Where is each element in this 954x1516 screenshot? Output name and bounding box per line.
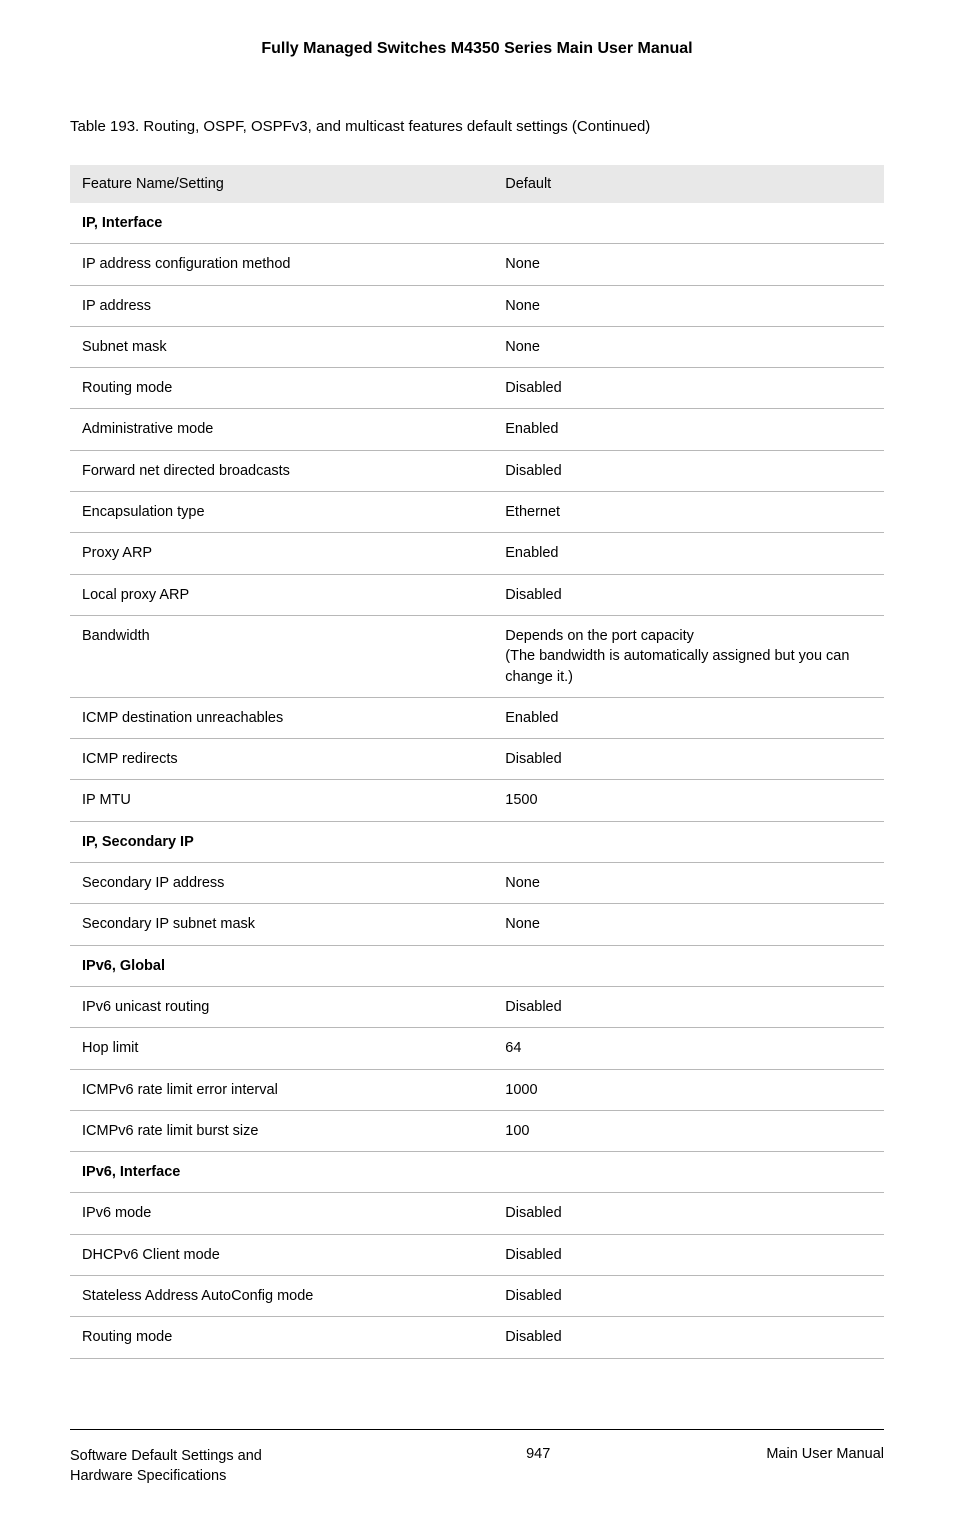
default-cell: 1000 [493,1069,884,1110]
table-row: Administrative modeEnabled [70,409,884,450]
default-cell: None [493,285,884,326]
table-row: IPv6 unicast routingDisabled [70,986,884,1027]
table-row: IP, Interface [70,203,884,244]
table-row: Stateless Address AutoConfig modeDisable… [70,1276,884,1317]
default-cell: 64 [493,1028,884,1069]
default-cell: Depends on the port capacity (The bandwi… [493,615,884,697]
table-row: IP MTU1500 [70,780,884,821]
default-cell: 1500 [493,780,884,821]
table-row: Encapsulation typeEthernet [70,492,884,533]
default-cell: Enabled [493,697,884,738]
table-row: ICMP destination unreachablesEnabled [70,697,884,738]
table-row: ICMP redirectsDisabled [70,739,884,780]
footer-page-number: 947 [526,1446,550,1462]
feature-cell: IP address [70,285,493,326]
feature-cell: Routing mode [70,368,493,409]
feature-cell: Routing mode [70,1317,493,1358]
table-header-row: Feature Name/Setting Default [70,165,884,203]
feature-cell: ICMPv6 rate limit burst size [70,1110,493,1151]
table-row: IPv6, Global [70,945,884,986]
default-cell: None [493,863,884,904]
feature-cell: Local proxy ARP [70,574,493,615]
footer-section-title: Software Default Settings and Hardware S… [70,1446,310,1487]
section-label: IP, Secondary IP [70,821,884,862]
table-row: Hop limit64 [70,1028,884,1069]
default-cell: Disabled [493,986,884,1027]
table-header-default: Default [493,165,884,203]
footer: Software Default Settings and Hardware S… [70,1446,884,1487]
feature-cell: Encapsulation type [70,492,493,533]
feature-cell: Secondary IP subnet mask [70,904,493,945]
default-cell: Disabled [493,450,884,491]
default-cell: Disabled [493,1234,884,1275]
default-cell: Disabled [493,574,884,615]
table-row: ICMPv6 rate limit burst size100 [70,1110,884,1151]
table-caption: Table 193. Routing, OSPF, OSPFv3, and mu… [70,118,884,135]
table-row: Proxy ARPEnabled [70,533,884,574]
feature-cell: Administrative mode [70,409,493,450]
feature-cell: DHCPv6 Client mode [70,1234,493,1275]
table-row: Forward net directed broadcastsDisabled [70,450,884,491]
table-row: Routing modeDisabled [70,1317,884,1358]
table-row: Secondary IP subnet maskNone [70,904,884,945]
table-row: IPv6, Interface [70,1152,884,1193]
section-label: IP, Interface [70,203,884,244]
section-label: IPv6, Interface [70,1152,884,1193]
default-cell: None [493,904,884,945]
table-row: Secondary IP addressNone [70,863,884,904]
default-cell: Enabled [493,533,884,574]
feature-cell: Secondary IP address [70,863,493,904]
default-cell: None [493,326,884,367]
table-row: IPv6 modeDisabled [70,1193,884,1234]
feature-cell: Stateless Address AutoConfig mode [70,1276,493,1317]
table-row: Subnet maskNone [70,326,884,367]
table-row: IP, Secondary IP [70,821,884,862]
table-row: IP addressNone [70,285,884,326]
section-label: IPv6, Global [70,945,884,986]
default-cell: None [493,244,884,285]
feature-cell: Bandwidth [70,615,493,697]
default-cell: Disabled [493,1276,884,1317]
table-row: IP address configuration methodNone [70,244,884,285]
table-header-feature: Feature Name/Setting [70,165,493,203]
table-row: ICMPv6 rate limit error interval1000 [70,1069,884,1110]
feature-cell: IP address configuration method [70,244,493,285]
footer-divider [70,1429,884,1430]
feature-cell: Forward net directed broadcasts [70,450,493,491]
feature-cell: IPv6 mode [70,1193,493,1234]
default-cell: Disabled [493,1317,884,1358]
feature-cell: Hop limit [70,1028,493,1069]
table-row: BandwidthDepends on the port capacity (T… [70,615,884,697]
default-cell: Disabled [493,1193,884,1234]
default-cell: Disabled [493,739,884,780]
default-cell: 100 [493,1110,884,1151]
feature-cell: Subnet mask [70,326,493,367]
settings-table: Feature Name/Setting Default IP, Interfa… [70,165,884,1359]
feature-cell: ICMP destination unreachables [70,697,493,738]
feature-cell: Proxy ARP [70,533,493,574]
default-cell: Ethernet [493,492,884,533]
page-title: Fully Managed Switches M4350 Series Main… [70,40,884,58]
feature-cell: ICMPv6 rate limit error interval [70,1069,493,1110]
table-row: DHCPv6 Client modeDisabled [70,1234,884,1275]
table-row: Routing modeDisabled [70,368,884,409]
default-cell: Enabled [493,409,884,450]
feature-cell: IPv6 unicast routing [70,986,493,1027]
table-row: Local proxy ARPDisabled [70,574,884,615]
footer-doc-title: Main User Manual [766,1446,884,1462]
feature-cell: ICMP redirects [70,739,493,780]
default-cell: Disabled [493,368,884,409]
feature-cell: IP MTU [70,780,493,821]
